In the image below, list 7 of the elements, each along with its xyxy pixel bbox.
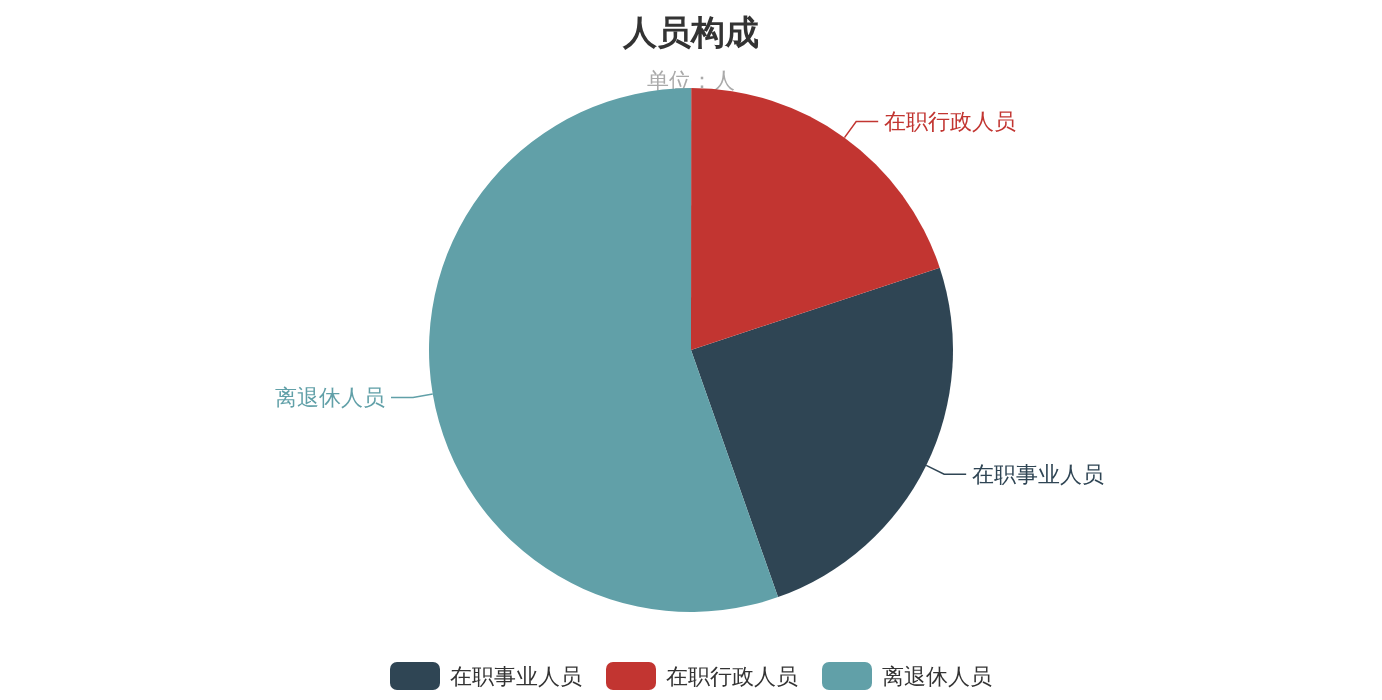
- legend-label: 在职事业人员: [450, 664, 582, 689]
- chart-title: 人员构成: [622, 12, 759, 52]
- legend-label: 在职行政人员: [666, 664, 798, 689]
- legend-label: 离退休人员: [882, 664, 992, 689]
- slice-label: 在职事业人员: [972, 462, 1105, 488]
- slice-label: 在职行政人员: [884, 109, 1017, 135]
- slice-label: 离退休人员: [275, 385, 386, 411]
